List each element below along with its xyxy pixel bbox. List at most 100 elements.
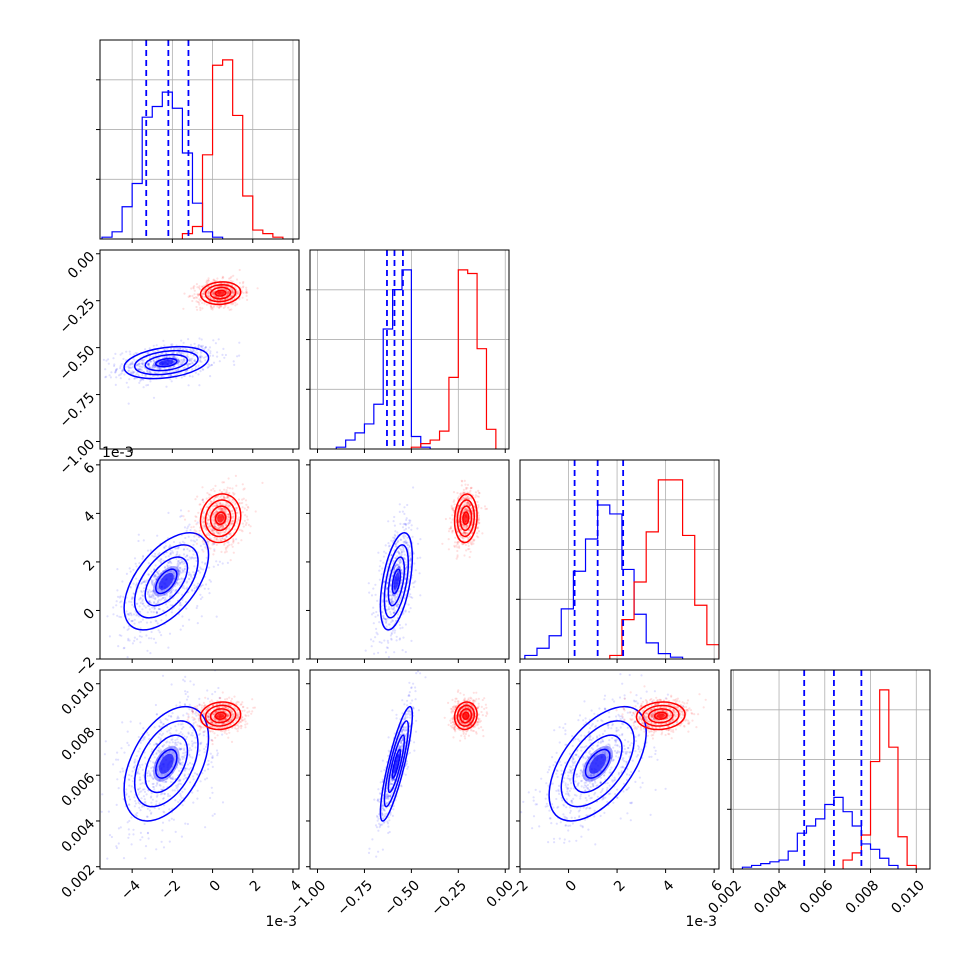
scatter-point [230,290,234,293]
scatter-point [178,732,181,736]
scatter-point [121,580,124,583]
scatter-point [254,510,257,513]
scatter-point [470,497,473,500]
scatter-point [170,380,173,383]
scatter-point [194,365,198,368]
scatter-point [215,615,218,618]
scatter-point [147,573,150,576]
scatter-point [454,536,457,539]
scatter-point [455,557,458,560]
contour-series-1 [462,511,470,526]
scatter-point [128,378,131,381]
scatter-point [191,756,194,759]
scatter-point [133,370,136,374]
scatter-point [392,560,395,563]
scatter-point [210,738,213,742]
scatter-point [470,542,473,545]
contour-series-1 [204,283,237,303]
scatter-point [186,554,189,557]
scatter-point [170,817,173,820]
scatter-point [217,296,220,299]
scatter-point [222,481,226,484]
scatter-point [151,590,154,593]
scatter-point [237,498,240,501]
scatter-point [393,524,396,527]
scatter-point [178,553,181,557]
scatter-point [183,774,186,778]
scatter-point [138,368,141,371]
scatter-point [157,573,161,576]
scatter-point [138,381,141,384]
panel-0-2-data [106,474,264,659]
scatter-point [399,627,402,630]
scatter-point [376,614,379,617]
scatter-point [137,788,140,791]
scatter-point [205,556,208,559]
scatter-point [240,529,243,532]
scatter-point [217,508,220,511]
scatter-point [200,567,203,571]
scatter-point [163,371,166,374]
scatter-point [220,507,223,510]
scatter-point [201,368,204,371]
scatter-point [199,344,202,347]
scatter-point [135,584,138,587]
scatter-point [169,594,172,598]
scatter-point [226,486,229,489]
scatter-point [398,599,401,602]
scatter-point [183,703,186,706]
scatter-point [207,542,210,546]
scatter-point [387,520,390,523]
scatter-point [168,632,172,635]
scatter-point [477,522,481,525]
scatter-point [465,532,468,535]
scatter-point [216,752,219,755]
scatter-point [176,785,179,788]
scatter-point [149,549,152,552]
scatter-point [169,604,172,607]
scatter-point [191,588,194,592]
scatter-point [176,565,179,568]
scatter-point [125,788,128,791]
scatter-point [406,536,409,539]
scatter-point [179,581,182,584]
scatter-point [148,604,151,608]
scatter-point [211,505,214,508]
scatter-point [142,587,146,590]
scatter-point [171,776,174,779]
scatter-point [404,609,407,612]
scatter-point [176,352,179,355]
scatter-point [218,508,221,511]
scatter-point [456,496,460,500]
scatter-point [204,355,207,359]
scatter-point [461,524,464,527]
scatter-point [393,606,396,610]
scatter-point [195,585,198,588]
scatter-point [166,565,169,568]
scatter-point [158,802,161,805]
scatter-point [201,498,205,501]
scatter-point [155,358,158,361]
scatter-point [374,593,377,596]
scatter-point [404,535,407,538]
scatter-point [397,613,400,616]
scatter-point [187,558,190,561]
scatter-point [148,595,152,598]
scatter-point [227,496,230,499]
scatter-point [469,503,472,506]
scatter-point [208,290,211,293]
scatter-point [404,577,407,580]
scatter-point [230,303,233,306]
scatter-point [212,531,215,535]
scatter-point [398,562,402,565]
scatter-point [201,548,204,551]
scatter-point [196,308,199,311]
scatter-point [130,785,133,788]
scatter-point [181,723,184,726]
scatter-point [165,741,168,744]
scatter-point [139,778,142,781]
scatter-point [166,777,169,781]
scatter-point [180,561,183,564]
scatter-point [247,506,250,509]
scatter-point [189,766,193,770]
